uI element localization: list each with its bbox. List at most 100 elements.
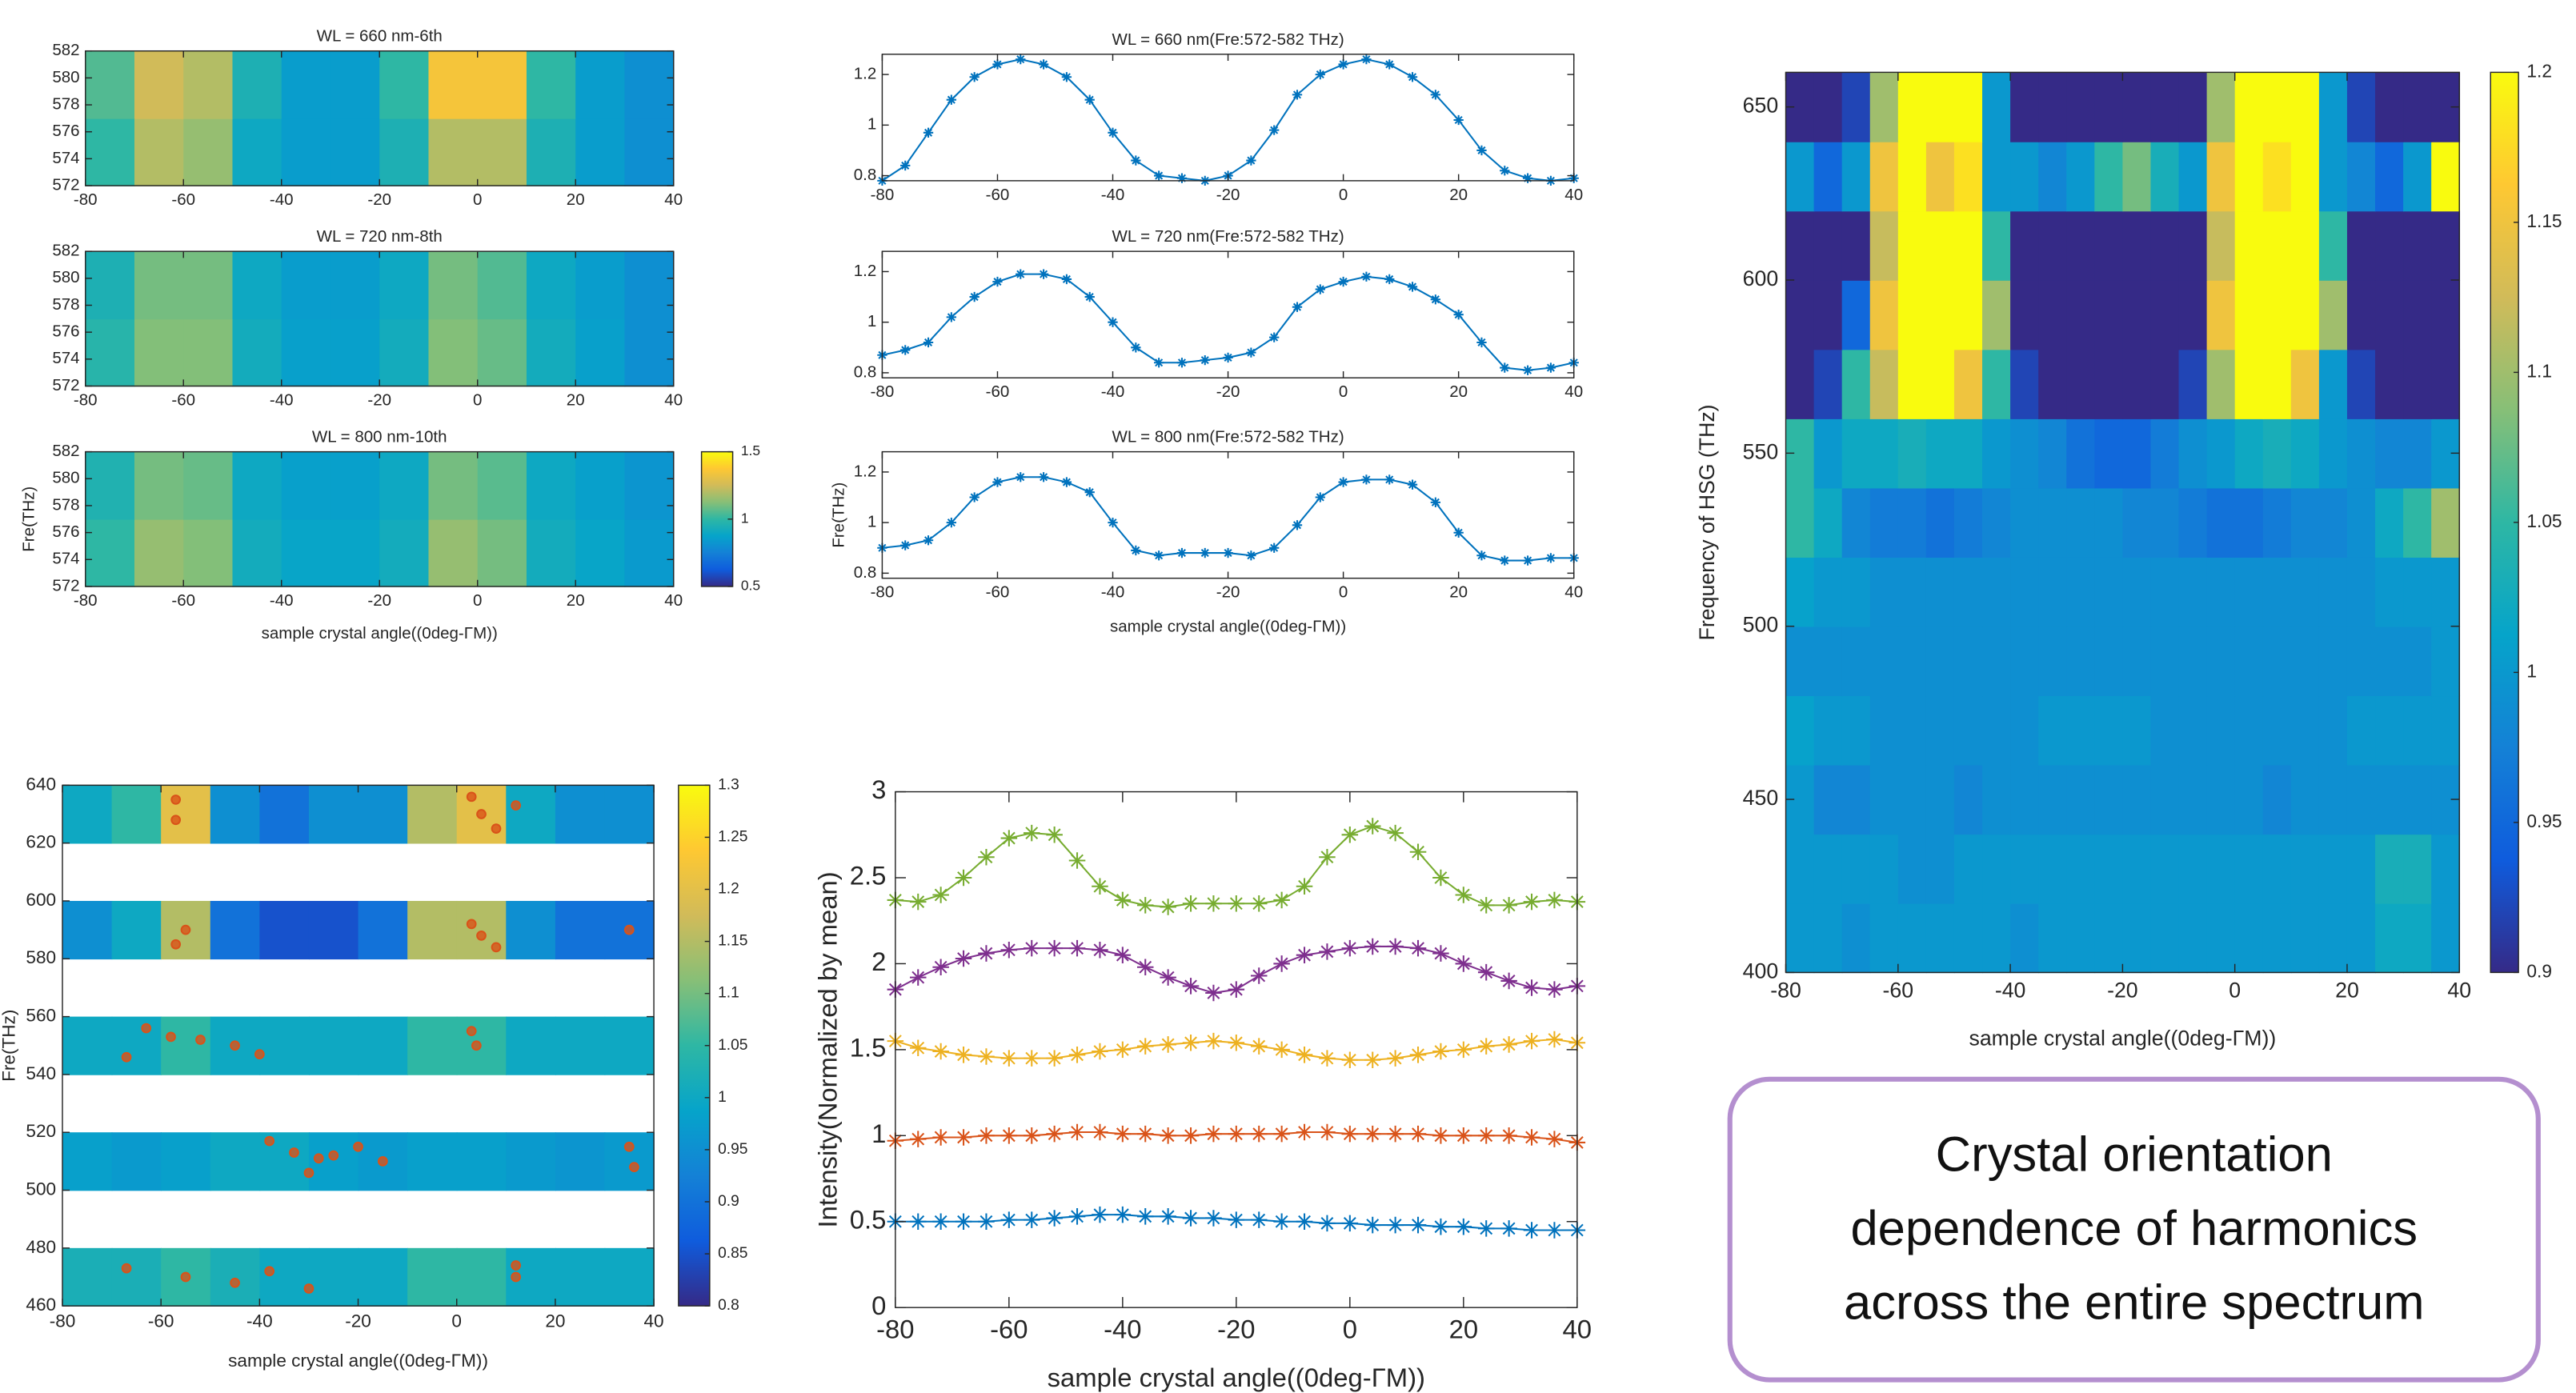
heatmap-cell [1785,280,1815,350]
heatmap-cell [1897,764,1927,835]
x-tick-label: 0 [2229,978,2241,1002]
series-marker [955,869,972,887]
heatmap-cell [1841,280,1871,350]
heatmap-cell [1897,834,1927,904]
series-marker [1108,127,1118,138]
y-tick-label: 572 [52,376,79,394]
y-tick-label: 580 [52,268,79,286]
x-tick-label: -20 [2107,978,2138,1002]
heatmap-cell [2178,418,2208,489]
series-marker [1228,981,1245,998]
heatmap-cell [2038,695,2068,766]
heatmap-cell [1897,626,1927,697]
heatmap-cell [281,118,331,186]
heatmap-cell [358,785,408,844]
scatter-point [511,1271,521,1283]
heatmap-cell [2431,210,2461,281]
colorbar-tick-label: 0.85 [718,1245,747,1262]
heatmap-cell [2038,418,2068,489]
series-marker [978,848,995,866]
heatmap-cell [1897,557,1927,627]
heatmap-cell [2150,280,2180,350]
series-marker [1228,1035,1245,1051]
heatmap-cell [2150,141,2180,212]
heatmap-cell [2150,903,2180,974]
heatmap-cell [407,900,458,960]
x-tick-label: -60 [1883,978,1914,1002]
y-tick-label: 560 [26,1006,56,1026]
heatmap-cell [2066,141,2096,212]
series-marker [1409,1216,1427,1234]
chart-title: WL = 800 nm-10th [312,428,447,446]
heatmap-cell [232,451,282,520]
y-tick-label: 500 [26,1179,56,1199]
heatmap-cell [1841,903,1871,974]
series-marker [1092,1206,1108,1223]
series-marker [955,1213,972,1231]
x-tick-label: -80 [74,190,98,209]
colorbar-tick-label: 1.1 [2526,360,2552,381]
x-tick-label: -80 [74,591,98,610]
heatmap-cell [2010,280,2039,350]
series-marker [1409,843,1427,861]
heatmap-cell [2346,418,2376,489]
heatmap-cell [2150,349,2180,419]
colorbar-tick-label: 1.2 [2526,60,2552,81]
series-marker [1046,1050,1063,1067]
series-marker [1319,943,1336,960]
series-marker [1108,317,1118,327]
series-marker [969,72,980,82]
heatmap-cell [232,251,282,320]
y-tick-label: 580 [52,469,79,487]
heatmap-cell [232,50,282,119]
heatmap-cell [2375,280,2404,350]
heatmap-cell [1982,210,2011,281]
series-marker [909,969,927,986]
heatmap-cell [1813,349,1843,419]
heatmap-cell [526,50,577,119]
scatter-point [230,1277,240,1288]
series-marker [1476,145,1487,156]
series-marker [1176,547,1188,558]
heatmap-cell [134,50,185,119]
series-marker [1455,887,1472,903]
series-marker [1182,1127,1200,1144]
heatmap-cell [2094,626,2124,697]
x-tick-label: -80 [50,1311,76,1331]
heatmap-cell [1813,141,1843,212]
y-tick-label: 574 [52,149,79,167]
heatmap-cell [2318,210,2348,281]
heatmap-cell [575,118,626,186]
x-tick-label: -60 [986,382,1010,401]
y-tick-label: 582 [52,242,79,260]
colorbar-tick-label: 1.2 [718,881,739,898]
heatmap-cell [2346,210,2376,281]
heatmap-cell [2375,903,2404,974]
colorbar-tick-label: 1 [2526,660,2537,681]
heatmap-cell [2038,834,2068,904]
x-tick-label: -80 [1770,978,1801,1002]
heatmap-cell [428,118,479,186]
series-marker [1384,59,1395,70]
heatmap-cell [2290,557,2320,627]
heatmap-cell [526,518,577,587]
x-axis-label: sample crystal angle((0deg-ΓM)) [1048,1363,1425,1392]
heatmap-cell [330,518,381,587]
scatter-point [353,1141,363,1152]
heatmap-cell [2234,418,2264,489]
series-line [895,825,1577,908]
heatmap-cell [2150,210,2180,281]
x-tick-label: -20 [1216,382,1240,401]
y-tick-label: 500 [1743,613,1779,637]
series-marker [992,276,1003,287]
heatmap-cell [2346,141,2376,212]
heatmap-cell [2094,903,2124,974]
heatmap-cell [407,785,458,844]
scatter-point [141,1023,152,1034]
heatmap-cell [1925,903,1955,974]
x-tick-label: 40 [664,591,683,610]
heatmap-cell [2122,834,2152,904]
x-tick-label: 0 [1339,583,1348,602]
heatmap-cell [2066,72,2096,142]
